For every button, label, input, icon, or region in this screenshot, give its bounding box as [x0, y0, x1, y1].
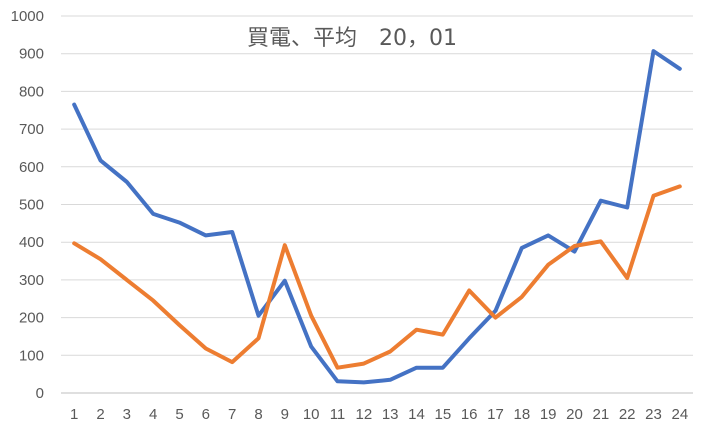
- x-tick-label: 10: [303, 406, 320, 423]
- x-tick-label: 14: [408, 406, 425, 423]
- x-tick-label: 20: [566, 406, 583, 423]
- x-tick-label: 21: [592, 406, 609, 423]
- y-tick-label: 300: [19, 272, 44, 289]
- gridlines: [61, 15, 693, 394]
- y-tick-label: 1000: [11, 8, 44, 25]
- y-tick-label: 500: [19, 197, 44, 214]
- x-tick-label: 1: [70, 406, 78, 423]
- y-tick-label: 0: [36, 385, 44, 402]
- series-line-1: [72, 49, 682, 385]
- x-tick-label: 23: [645, 406, 662, 423]
- x-tick-label: 22: [619, 406, 636, 423]
- series-lines: [72, 49, 682, 385]
- x-axis-ticks: 1 2 3 4 5 6 7 8 9 10 11 12 13 14 15 16 17 18 19 20 21 22 23 24: [70, 406, 688, 423]
- y-tick-label: 600: [19, 159, 44, 176]
- y-tick-label: 400: [19, 234, 44, 251]
- x-tick-label: 12: [355, 406, 372, 423]
- y-axis-ticks: 0 100 200 300 400 500 600 700 800 900 1000: [11, 8, 44, 402]
- x-tick-label: 18: [513, 406, 530, 423]
- y-tick-label: 900: [19, 46, 44, 63]
- x-tick-label: 7: [228, 406, 236, 423]
- x-tick-label: 16: [461, 406, 478, 423]
- y-tick-label: 700: [19, 121, 44, 138]
- y-tick-label: 800: [19, 83, 44, 100]
- x-tick-label: 4: [149, 406, 157, 423]
- x-tick-label: 13: [382, 406, 399, 423]
- x-tick-label: 8: [254, 406, 262, 423]
- x-tick-label: 24: [671, 406, 688, 423]
- x-tick-label: 11: [330, 406, 346, 423]
- chart-title: 買電、平均 20，01: [247, 26, 457, 51]
- y-tick-label: 200: [19, 310, 44, 327]
- y-tick-label: 100: [19, 347, 44, 364]
- x-tick-label: 6: [202, 406, 210, 423]
- x-tick-label: 9: [281, 406, 289, 423]
- x-tick-label: 3: [123, 406, 131, 423]
- series-line-2: [72, 184, 682, 370]
- x-tick-label: 2: [96, 406, 104, 423]
- x-tick-label: 15: [434, 406, 451, 423]
- x-tick-label: 19: [540, 406, 557, 423]
- x-tick-label: 17: [487, 406, 504, 423]
- x-tick-label: 5: [175, 406, 183, 423]
